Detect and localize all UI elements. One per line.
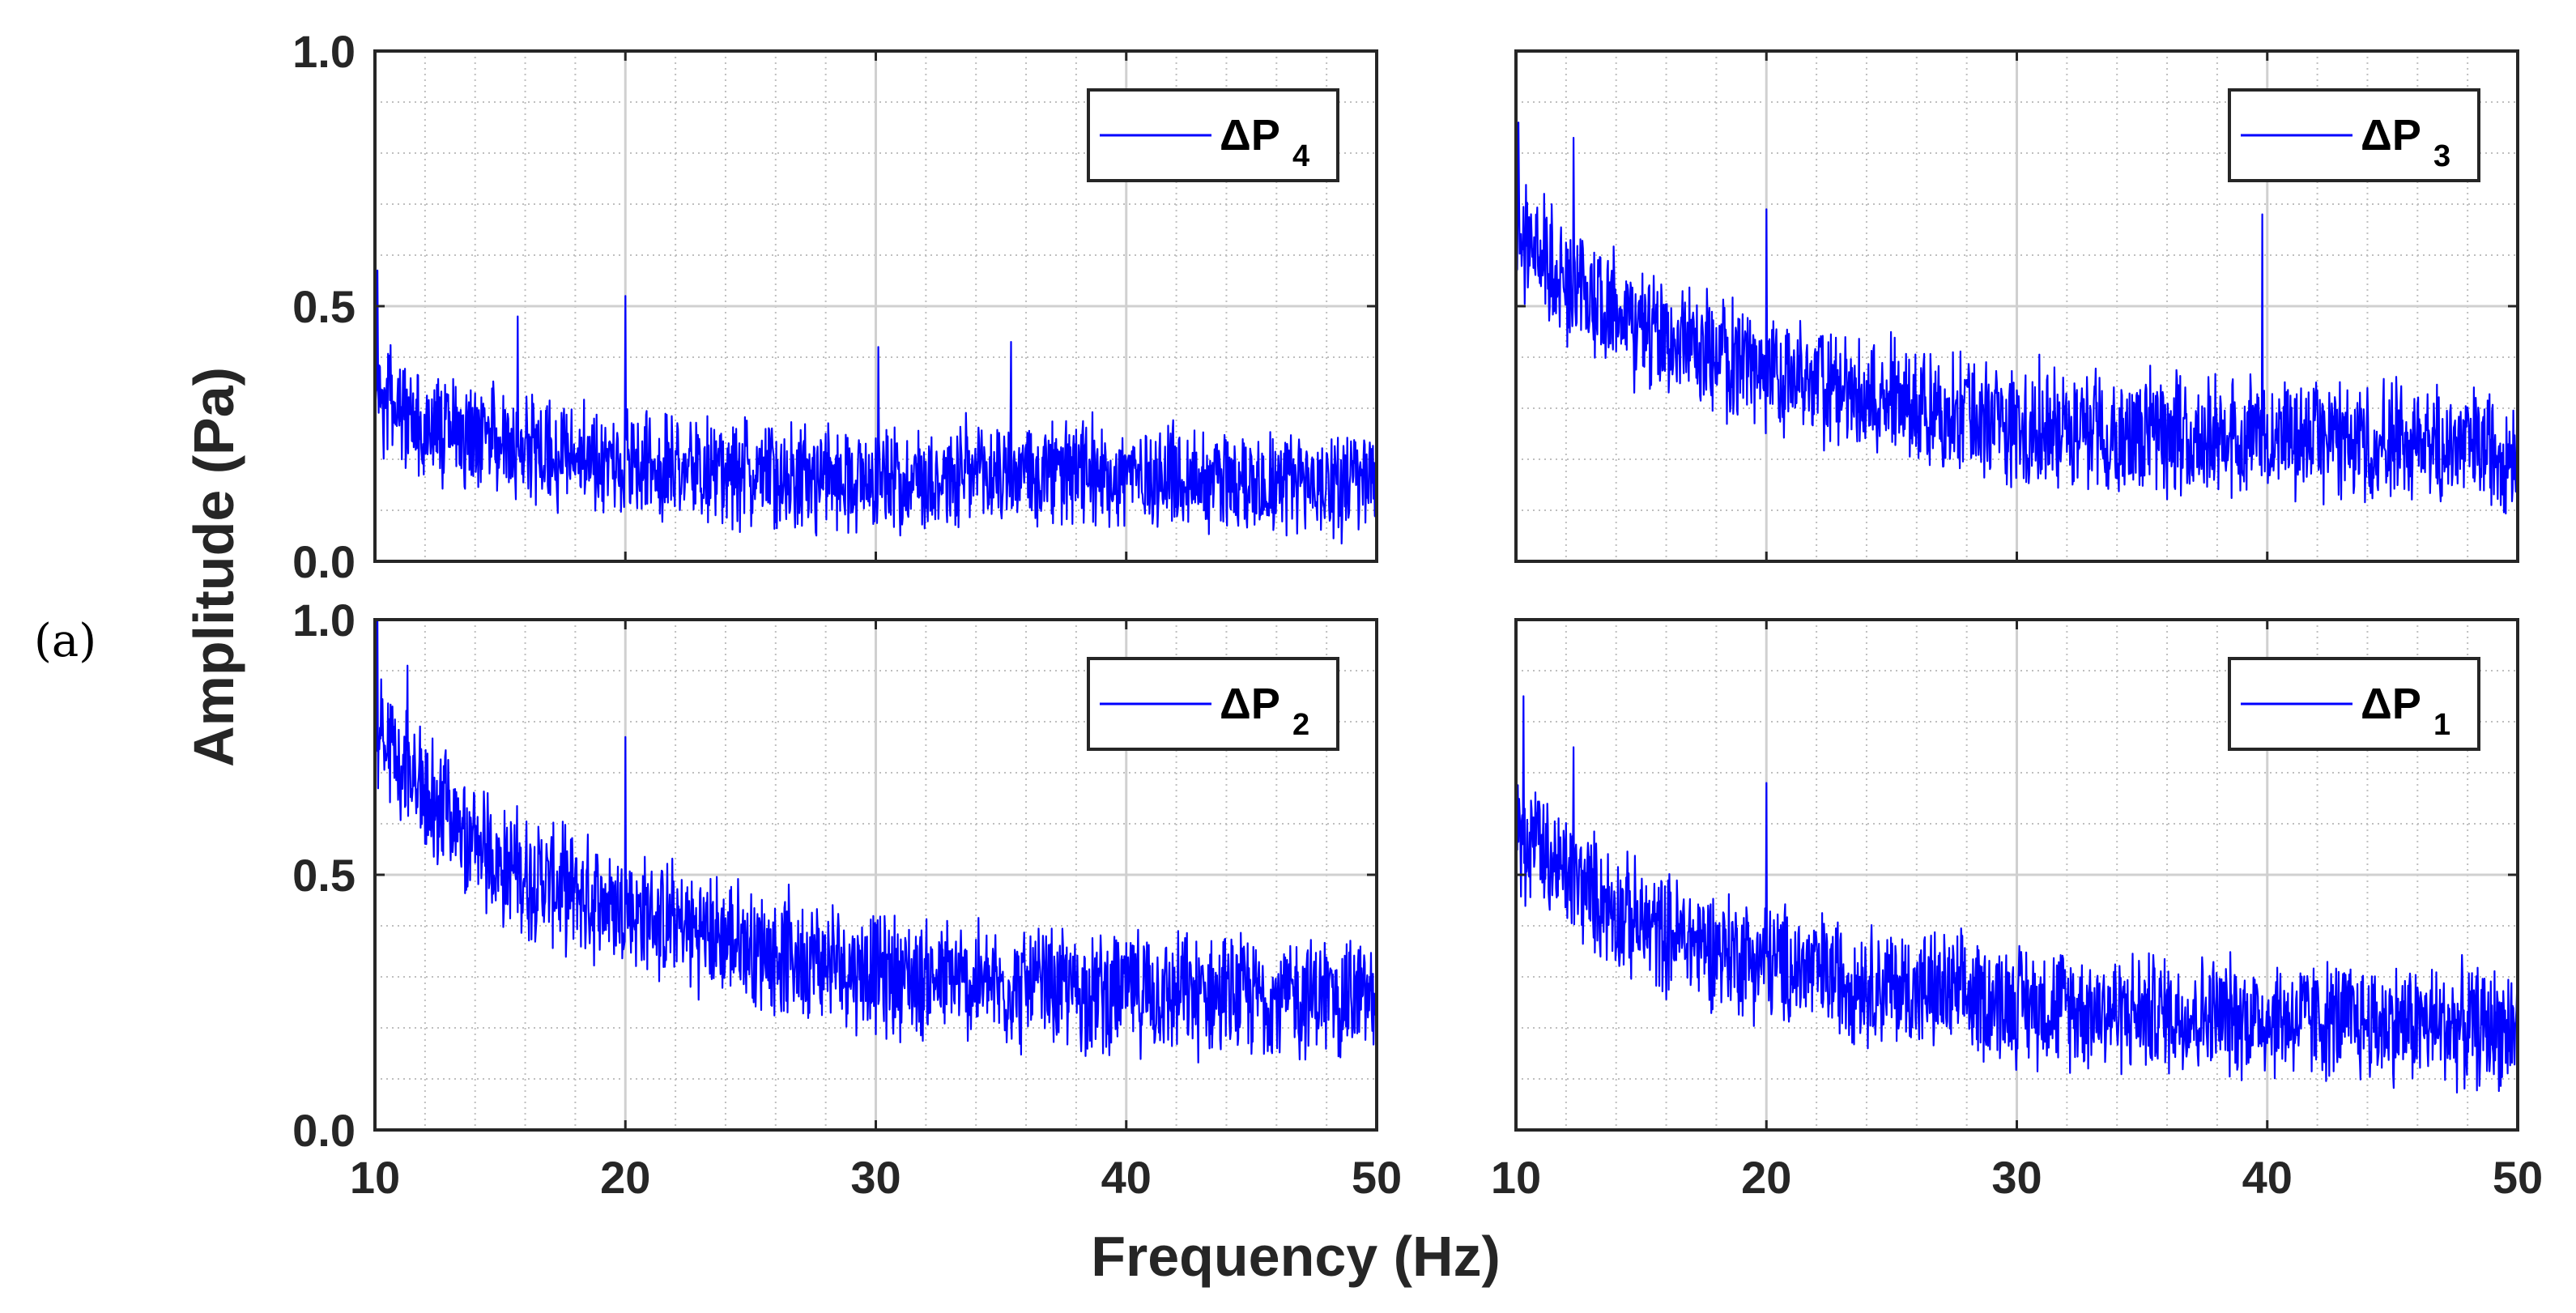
legend-subscript: 3 — [2433, 139, 2450, 173]
legend-label: ΔP — [2361, 111, 2421, 160]
legend: ΔP 1 — [2228, 657, 2480, 751]
x-tick-label: 40 — [2242, 1152, 2293, 1203]
subplot-bottom-right: 10 20 30 40 50 ΔP 1 — [1491, 618, 2543, 1203]
series-line-ΔP3 — [1514, 121, 2519, 515]
x-tick-label: 10 — [1491, 1152, 1541, 1203]
legend-box — [2228, 88, 2480, 182]
x-tick-label: 10 — [350, 1152, 400, 1203]
subplot-grid: 0.0 0.5 1.0 ΔP 4 ΔP 3 10 20 30 40 50 0.0 0.5 1.0 ΔP 2 10 2… — [292, 26, 2543, 1203]
legend-label: ΔP — [2361, 680, 2421, 728]
x-tick-label: 50 — [2493, 1152, 2543, 1203]
legend: ΔP 2 — [1087, 657, 1339, 751]
y-axis-label: Amplitude (Pa) — [182, 367, 245, 767]
y-tick-label: 0.0 — [292, 536, 356, 587]
legend-label: ΔP — [1220, 111, 1280, 160]
series-line-ΔP4 — [373, 269, 1378, 545]
y-tick-label: 1.0 — [292, 595, 356, 646]
x-tick-label: 30 — [850, 1152, 901, 1203]
legend-label: ΔP — [1220, 680, 1280, 728]
legend: ΔP 3 — [2228, 88, 2480, 182]
legend-subscript: 2 — [1292, 708, 1309, 742]
legend-subscript: 1 — [2433, 708, 2450, 742]
x-tick-label: 20 — [1741, 1152, 1791, 1203]
subplot-bottom-left: 10 20 30 40 50 0.0 0.5 1.0 ΔP 2 — [292, 595, 1402, 1203]
y-tick-label: 0.5 — [292, 850, 356, 901]
panel-label: (a) — [34, 615, 96, 667]
x-tick-label: 20 — [600, 1152, 650, 1203]
y-tick-label: 0.0 — [292, 1105, 356, 1156]
y-tick-label: 1.0 — [292, 26, 356, 77]
subplot-top-left: 0.0 0.5 1.0 ΔP 4 — [292, 26, 1378, 587]
x-tick-label: 50 — [1352, 1152, 1402, 1203]
series-line-ΔP2 — [373, 618, 1378, 1064]
series-line-ΔP1 — [1514, 695, 2519, 1094]
x-axis-label: Frequency (Hz) — [1091, 1225, 1501, 1288]
y-tick-label: 0.5 — [292, 281, 356, 332]
x-tick-label: 30 — [1991, 1152, 2042, 1203]
subplot-top-right: ΔP 3 — [1514, 49, 2519, 563]
x-tick-label: 40 — [1101, 1152, 1152, 1203]
legend: ΔP 4 — [1087, 88, 1339, 182]
legend-subscript: 4 — [1292, 139, 1309, 173]
